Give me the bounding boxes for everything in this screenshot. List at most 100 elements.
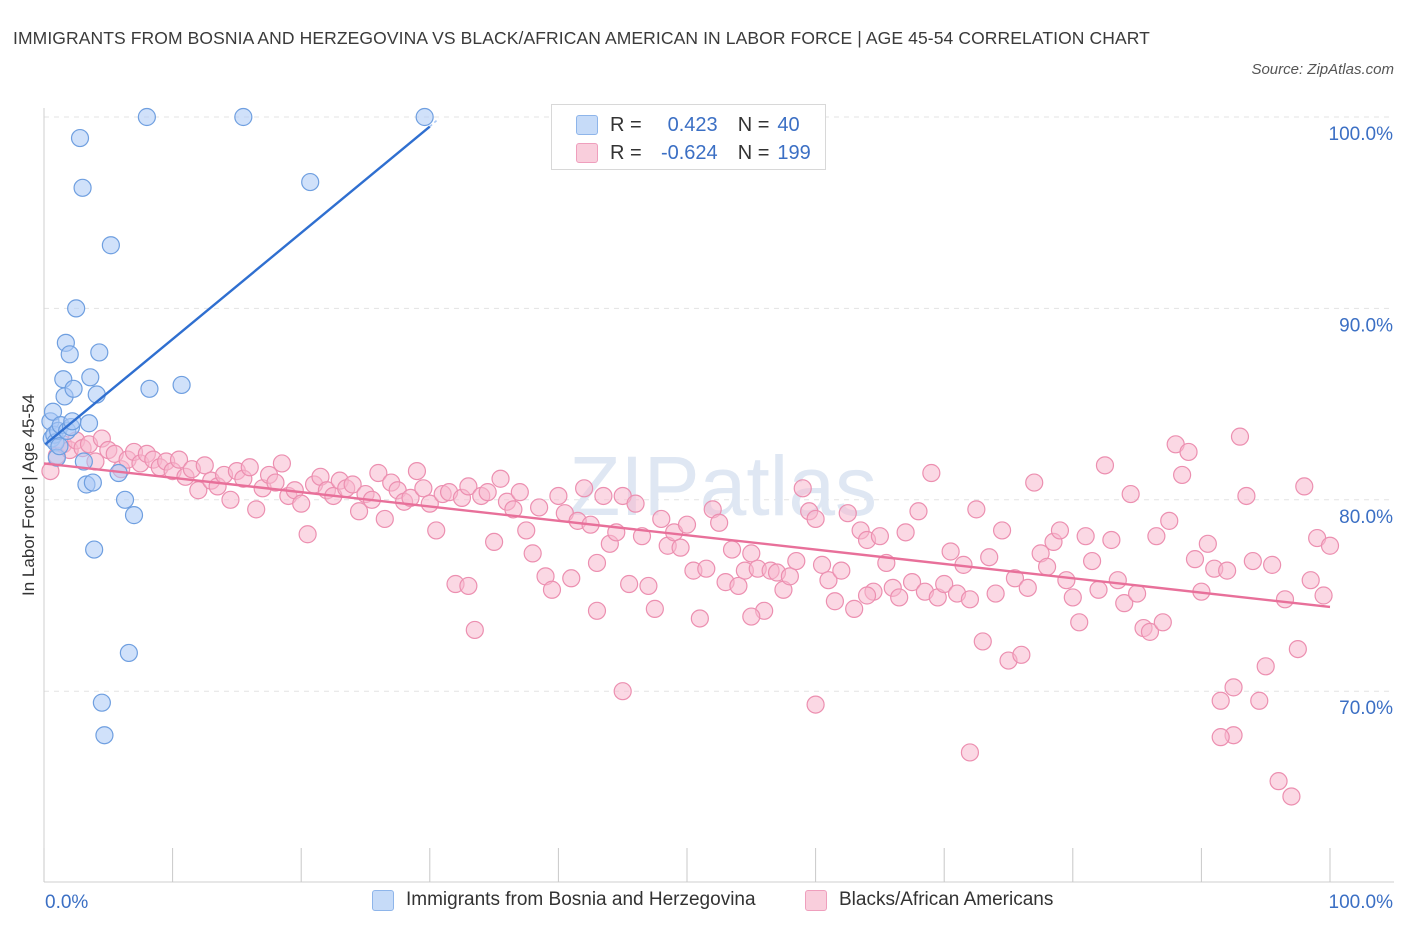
pink-point: [169, 450, 189, 469]
pink-point: [729, 576, 748, 596]
pink-point: [1005, 569, 1025, 588]
pink-point: [594, 486, 613, 506]
pink-point: [1018, 578, 1037, 597]
pink-point: [401, 488, 420, 507]
pink-point: [1127, 584, 1147, 603]
pink-point: [1095, 456, 1115, 475]
pink-point: [407, 461, 427, 481]
pink-point: [240, 458, 259, 477]
pink-point: [825, 592, 844, 611]
pink-point: [639, 576, 658, 596]
pink-point: [1275, 590, 1295, 609]
pink-point: [1050, 521, 1070, 540]
pink-point: [819, 571, 838, 590]
pink-point: [1140, 622, 1160, 641]
x-tick-label: 100.0%: [1329, 892, 1394, 913]
pink-point: [626, 494, 645, 513]
pink-point: [909, 502, 928, 521]
pink-point: [632, 527, 652, 546]
pink-point: [620, 574, 639, 594]
pink-point: [742, 544, 761, 563]
pink-point: [1012, 645, 1031, 664]
pink-point: [652, 509, 671, 529]
blue-point: [140, 379, 159, 398]
pink-point: [941, 542, 960, 561]
series-legend: Immigrants from Bosnia and Herzegovina B…: [0, 889, 1406, 915]
pink-point: [890, 588, 909, 607]
grid-lines: [44, 116, 1394, 692]
pink-point: [690, 609, 709, 628]
series-legend-label: Blacks/African Americans: [839, 889, 1054, 910]
blue-point: [73, 178, 92, 197]
pink-point: [414, 479, 433, 498]
legend-n-value: 40: [777, 113, 800, 136]
pink-point: [1230, 427, 1250, 446]
pink-point: [523, 544, 542, 563]
pink-point: [221, 490, 240, 509]
series-legend-item-pink: Blacks/African Americans: [805, 889, 1053, 911]
blue-point: [85, 540, 104, 559]
pink-point: [1102, 530, 1121, 550]
legend-r-label: R =: [610, 113, 642, 136]
blue-point: [79, 414, 99, 433]
blue-point: [115, 490, 135, 509]
pink-point: [478, 483, 497, 502]
pink-point: [1121, 484, 1140, 504]
blue-point: [301, 172, 320, 192]
pink-point: [870, 527, 890, 546]
pink-point: [1269, 772, 1288, 791]
pink-point: [1301, 571, 1320, 590]
y-tick-label: 80.0%: [1339, 507, 1393, 528]
pink-point: [806, 695, 825, 714]
pink-point: [1237, 486, 1256, 506]
pink-point: [510, 483, 529, 502]
x-tick-label: 0.0%: [45, 892, 88, 913]
y-tick-label: 70.0%: [1339, 698, 1393, 719]
pink-point: [1198, 534, 1217, 553]
pink-point: [1218, 561, 1237, 580]
blue-point: [234, 107, 253, 127]
legend-n-label: N =: [737, 141, 770, 164]
pink-point: [1160, 511, 1179, 530]
pink-point: [710, 513, 729, 532]
legend-n-value: 199: [777, 141, 811, 164]
pink-point: [459, 576, 478, 596]
blue-point: [74, 452, 93, 471]
pink-point: [195, 456, 214, 475]
pink-point: [1185, 550, 1205, 569]
legend-r-label: R =: [610, 141, 642, 164]
pink-point: [1243, 551, 1262, 571]
blue-point: [90, 343, 109, 362]
series-swatch-blue: [372, 889, 394, 911]
y-tick-label: 90.0%: [1339, 315, 1393, 336]
pink-point: [1063, 588, 1082, 607]
blue-trend-extension: [429, 117, 440, 128]
pink-point: [992, 521, 1012, 540]
pink-point: [896, 523, 915, 542]
blue-point: [101, 236, 120, 255]
pink-point: [742, 607, 761, 626]
pink-point: [298, 525, 317, 544]
pink-point: [1082, 551, 1102, 571]
series-legend-label: Immigrants from Bosnia and Herzegovina: [406, 889, 756, 910]
pink-point: [1250, 691, 1269, 710]
pink-point: [272, 454, 292, 473]
blue-point: [67, 299, 86, 318]
pink-point: [960, 743, 980, 762]
blue-point: [137, 107, 156, 127]
blue-point: [95, 726, 114, 745]
y-tick-label: 100.0%: [1329, 124, 1394, 145]
pink-point: [845, 599, 864, 618]
pink-point: [973, 632, 992, 651]
pink-point: [1173, 465, 1192, 485]
pink-point: [1314, 586, 1333, 605]
pink-point: [960, 590, 980, 609]
pink-point: [1037, 557, 1057, 576]
pink-point: [645, 599, 664, 618]
pink-point: [465, 620, 484, 640]
pink-point: [1282, 787, 1301, 806]
pink-point: [1295, 477, 1314, 496]
blue-point: [119, 643, 138, 663]
pink-point: [1256, 657, 1275, 676]
